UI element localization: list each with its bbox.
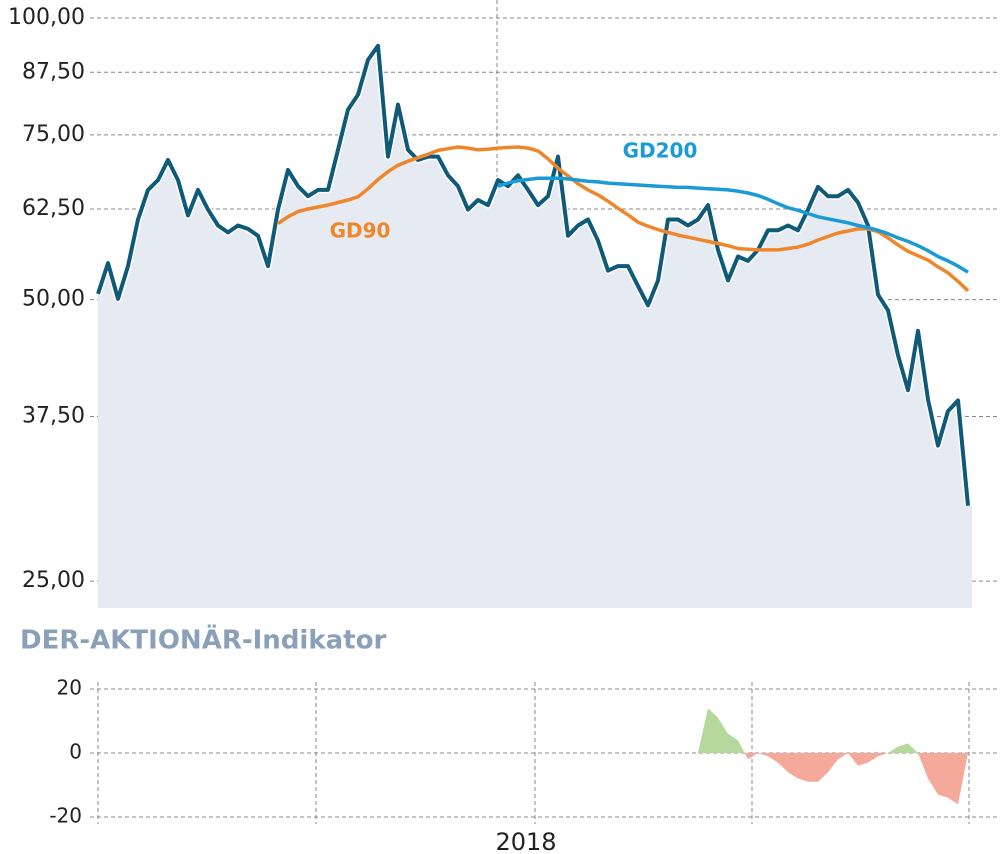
x-tick-label: 2018 — [495, 828, 556, 854]
price-line — [96, 43, 970, 506]
moving-average-line — [497, 176, 969, 274]
y-tick-label: 37,50 — [22, 403, 85, 428]
indicator-negative-area — [98, 753, 968, 805]
price-area — [98, 45, 972, 609]
indicator-title: DER-AKTIONÄR-Indikator — [20, 624, 386, 656]
y-tick-label: 25,00 — [22, 568, 85, 593]
series-label: GD90 — [330, 219, 391, 243]
moving-average-line — [277, 145, 970, 293]
y-tick-label: 100,00 — [8, 5, 85, 30]
y-tick-label: 0 — [69, 740, 82, 764]
y-tick-label: 75,00 — [22, 122, 85, 147]
y-tick-label: -20 — [49, 804, 82, 828]
y-tick-label: 87,50 — [22, 59, 85, 84]
y-tick-label: 20 — [57, 676, 82, 700]
series-label: GD200 — [623, 139, 698, 163]
y-tick-label: 50,00 — [22, 287, 85, 312]
y-tick-label: 62,50 — [22, 196, 85, 221]
